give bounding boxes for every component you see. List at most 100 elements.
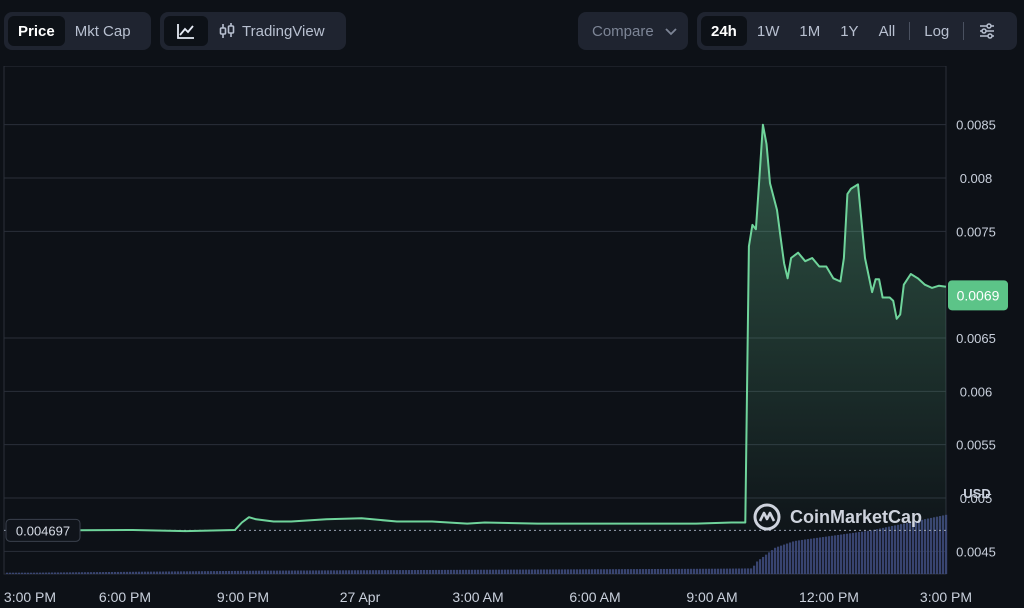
volume-bar bbox=[318, 570, 321, 574]
volume-bar bbox=[45, 572, 48, 574]
volume-bar bbox=[624, 569, 627, 574]
volume-bar bbox=[396, 570, 399, 574]
volume-bar bbox=[870, 530, 873, 574]
volume-bar bbox=[579, 569, 582, 574]
volume-bar bbox=[333, 570, 336, 574]
volume-bar bbox=[807, 539, 810, 574]
x-tick-label: 6:00 PM bbox=[99, 589, 151, 605]
volume-bar bbox=[726, 568, 729, 574]
volume-bar bbox=[534, 569, 537, 574]
volume-bar bbox=[540, 569, 543, 574]
x-tick-label: 9:00 AM bbox=[686, 589, 737, 605]
watermark-text: CoinMarketCap bbox=[790, 506, 923, 527]
volume-bar bbox=[234, 570, 237, 574]
volume-bar bbox=[219, 571, 222, 574]
volume-bar bbox=[486, 569, 489, 574]
volume-bar bbox=[765, 554, 768, 574]
volume-bar bbox=[864, 531, 867, 574]
chart-settings-button[interactable] bbox=[968, 16, 1006, 46]
volume-bar bbox=[423, 569, 426, 574]
volume-bar bbox=[945, 514, 948, 574]
range-1y[interactable]: 1Y bbox=[840, 22, 859, 40]
x-tick-label: 6:00 AM bbox=[569, 589, 620, 605]
volume-bar bbox=[450, 569, 453, 574]
volume-bar bbox=[429, 569, 432, 574]
volume-bar bbox=[291, 570, 294, 574]
volume-bar bbox=[732, 568, 735, 574]
volume-bar bbox=[810, 538, 813, 574]
volume-bar bbox=[585, 569, 588, 574]
volume-bar bbox=[171, 571, 174, 574]
open-price-badge bbox=[5, 518, 81, 542]
volume-bar bbox=[231, 570, 234, 574]
range-1w[interactable]: 1W bbox=[756, 22, 780, 40]
volume-bar bbox=[120, 571, 123, 574]
volume-bar bbox=[309, 570, 312, 574]
volume-bar bbox=[747, 568, 750, 574]
volume-bar bbox=[513, 569, 516, 574]
volume-bar bbox=[225, 570, 228, 574]
price-tab[interactable]: Price bbox=[8, 16, 65, 46]
volume-bar bbox=[477, 569, 480, 574]
volume-bar bbox=[516, 569, 519, 574]
tradingview-button[interactable]: TradingView bbox=[208, 16, 335, 46]
volume-bar bbox=[390, 570, 393, 574]
volume-bar bbox=[456, 569, 459, 574]
volume-bar bbox=[132, 571, 135, 574]
volume-bar bbox=[93, 572, 96, 574]
range-24h[interactable]: 24h bbox=[701, 16, 747, 46]
volume-bar bbox=[762, 556, 765, 574]
volume-bar bbox=[471, 569, 474, 574]
volume-bar bbox=[375, 570, 378, 574]
volume-bar bbox=[576, 569, 579, 574]
volume-bar bbox=[840, 534, 843, 574]
volume-bar bbox=[741, 568, 744, 574]
volume-bar bbox=[387, 570, 390, 574]
volume-bar bbox=[894, 525, 897, 574]
volume-bar bbox=[582, 569, 585, 574]
volume-bar bbox=[723, 568, 726, 574]
volume-bar bbox=[348, 570, 351, 574]
compare-dropdown[interactable]: Compare bbox=[578, 12, 688, 50]
volume-bar bbox=[357, 570, 360, 574]
volume-bar bbox=[72, 572, 75, 574]
volume-bar bbox=[801, 539, 804, 574]
volume-bar bbox=[885, 527, 888, 574]
sliders-icon bbox=[980, 23, 995, 39]
volume-bar bbox=[573, 569, 576, 574]
volume-bar bbox=[489, 569, 492, 574]
market-cap-tab[interactable]: Mkt Cap bbox=[74, 22, 131, 40]
volume-bar bbox=[75, 572, 78, 574]
volume-bar bbox=[405, 570, 408, 574]
volume-bar bbox=[21, 572, 24, 574]
y-tick-label: 0.005 bbox=[960, 491, 993, 506]
volume-bar bbox=[336, 570, 339, 574]
log-scale-toggle[interactable]: Log bbox=[924, 22, 950, 40]
volume-bar bbox=[843, 534, 846, 574]
volume-bar bbox=[324, 570, 327, 574]
volume-bar bbox=[201, 571, 204, 574]
volume-bar bbox=[288, 570, 291, 574]
price-chart[interactable]: 0.0045 0.005 0.0055 0.006 0.0065 0.0075 0.008 0… bbox=[0, 66, 1024, 608]
range-1m[interactable]: 1M bbox=[799, 22, 821, 40]
volume-bar bbox=[873, 529, 876, 574]
volume-bar bbox=[237, 570, 240, 574]
volume-bar bbox=[717, 568, 720, 574]
volume-bar bbox=[96, 572, 99, 574]
volume-bar bbox=[861, 531, 864, 574]
volume-bar bbox=[108, 572, 111, 574]
volume-bar bbox=[837, 534, 840, 574]
volume-bar bbox=[354, 570, 357, 574]
range-all[interactable]: All bbox=[878, 22, 896, 40]
volume-bar bbox=[867, 530, 870, 574]
volume-bar bbox=[909, 522, 912, 574]
volume-bar bbox=[63, 572, 66, 574]
volume-bar bbox=[936, 516, 939, 574]
volume-bar bbox=[279, 570, 282, 574]
volume-bar bbox=[15, 572, 18, 574]
line-chart-button[interactable] bbox=[164, 16, 208, 46]
volume-bar bbox=[27, 572, 30, 574]
volume-bar bbox=[738, 568, 741, 574]
volume-bar bbox=[876, 529, 879, 574]
volume-bar bbox=[258, 570, 261, 574]
